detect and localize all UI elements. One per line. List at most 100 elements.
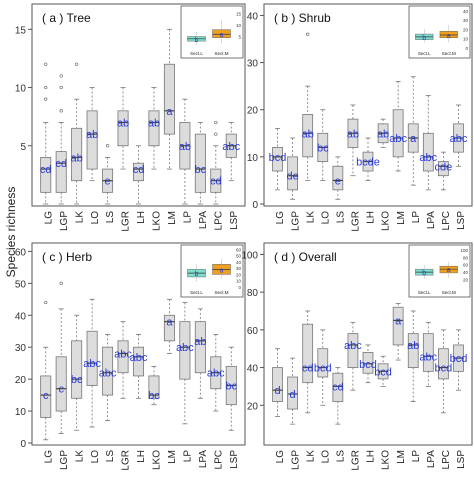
- x-tick-label: LM: [396, 450, 407, 464]
- y-tick-label: 30: [15, 343, 27, 354]
- box-LH: bcde LH: [356, 137, 380, 224]
- x-tick-label: LG: [43, 211, 54, 225]
- significance-letter: de: [286, 171, 298, 183]
- box-LK: ab LK: [71, 62, 85, 224]
- x-tick-label: LPC: [441, 450, 452, 469]
- box-iqr: [86, 110, 98, 170]
- box-LGR: abc LGR: [114, 321, 132, 471]
- x-tick-label: LM: [167, 450, 178, 464]
- inset-x-tick-label: Sect.M: [214, 290, 228, 295]
- outlier-point: [75, 62, 79, 66]
- significance-letter: bc: [225, 381, 237, 393]
- x-tick-label: LSP: [229, 450, 240, 469]
- inset-y-tick-label: 40: [463, 270, 469, 275]
- box-iqr: [55, 356, 67, 412]
- box-LPA: abc LPA: [419, 321, 438, 468]
- box-LKO: ab LKO: [148, 87, 163, 231]
- x-tick-label: LK: [74, 211, 85, 224]
- significance-letter: abc: [114, 349, 132, 361]
- x-tick-label: LKO: [152, 211, 163, 231]
- x-tick-label: LP: [183, 450, 194, 463]
- box-LS: e LS: [102, 144, 116, 223]
- box-LO: bc LO: [317, 109, 331, 224]
- inset-box: [439, 31, 458, 39]
- box-iqr: [438, 348, 449, 380]
- x-tick-label: LPC: [213, 211, 224, 230]
- box-iqr: [392, 306, 404, 346]
- box-LKO: ab LKO: [377, 118, 392, 231]
- y-tick-label: 60: [15, 247, 27, 258]
- x-tick-label: LPA: [198, 450, 209, 468]
- significance-letter: a: [166, 106, 173, 118]
- x-tick-label: LGP: [290, 211, 301, 231]
- significance-letter: cde: [435, 161, 453, 173]
- box-iqr: [117, 110, 129, 147]
- box-iqr: [438, 161, 449, 177]
- significance-letter: d: [290, 389, 296, 401]
- panel-label: ( d ) Overall: [274, 250, 337, 264]
- significance-letter: bcd: [435, 363, 453, 375]
- box-LGP: de LGP: [286, 137, 301, 231]
- outlier-point: [214, 132, 218, 136]
- inset-panel: 20 40 60 80 100 b Sect.L a Sect.M: [408, 244, 471, 298]
- inset-y-tick-label: 15: [236, 12, 242, 17]
- x-tick-label: LGP: [290, 450, 301, 470]
- box-iqr: [148, 375, 160, 399]
- x-tick-label: LS: [105, 450, 116, 463]
- inset-significance-letter: b: [422, 270, 426, 277]
- y-tick-label: 10: [15, 84, 27, 95]
- x-tick-label: LP: [183, 211, 194, 224]
- x-tick-label: LSP: [456, 211, 467, 230]
- inset-panel: 0 10 20 30 40 b Sect.L a Sect.M: [408, 5, 471, 59]
- box-iqr: [407, 333, 419, 368]
- box-LM: a LM: [392, 303, 407, 464]
- significance-letter: c: [43, 390, 49, 402]
- significance-letter: cd: [302, 363, 314, 375]
- y-tick-label: 10: [247, 153, 259, 164]
- significance-letter: e: [335, 175, 341, 187]
- x-tick-label: LO: [90, 450, 101, 464]
- box-LSP: bc LSP: [225, 346, 240, 469]
- x-tick-label: LM: [167, 211, 178, 225]
- panel-frame: [31, 242, 246, 446]
- y-tick-label: 5: [20, 142, 26, 153]
- x-tick-label: LPA: [426, 211, 437, 229]
- box-LGR: abc LGR: [344, 321, 362, 471]
- y-tick-label: 100: [241, 250, 258, 261]
- box-LS: cd LS: [332, 367, 346, 462]
- significance-letter: bcd: [450, 353, 468, 365]
- outlier-point: [59, 85, 63, 90]
- box-LS: abc LS: [99, 334, 117, 462]
- inset-x-tick-label: Sect.M: [442, 290, 456, 295]
- box-LGP: c LGP: [55, 281, 70, 470]
- inset-x-tick-label: Sect.M: [214, 51, 228, 56]
- x-tick-label: LPA: [426, 450, 437, 468]
- significance-letter: bc: [148, 390, 160, 402]
- box-iqr: [332, 372, 344, 402]
- x-tick-label: LKO: [152, 450, 163, 470]
- y-tick-label: 40: [247, 11, 259, 22]
- y-tick-label: 0: [20, 439, 26, 450]
- significance-letter: ab: [302, 128, 314, 140]
- significance-letter: abc: [83, 358, 101, 370]
- outlier-point: [59, 74, 63, 78]
- box-LG: d LG: [272, 348, 286, 463]
- box-LP: a LP: [407, 76, 422, 223]
- inset-y-tick-label: 30: [236, 266, 242, 271]
- significance-letter: cd: [133, 164, 145, 176]
- inset-y-tick-label: 40: [463, 9, 469, 14]
- box-iqr: [362, 352, 374, 374]
- box-iqr: [317, 348, 329, 378]
- box-LG: bcd LG: [269, 128, 286, 224]
- box-iqr: [287, 376, 298, 410]
- x-tick-label: LK: [305, 450, 316, 463]
- y-tick-label: 20: [247, 106, 259, 117]
- box-LPC: cde LPC: [435, 151, 453, 230]
- box-LSP: abc LSP: [450, 104, 468, 230]
- inset-y-tick-label: 40: [236, 260, 242, 265]
- x-tick-label: LH: [136, 211, 147, 224]
- box-iqr: [132, 162, 145, 182]
- y-tick-label: 50: [15, 279, 27, 290]
- y-tick-label: 0: [252, 200, 258, 211]
